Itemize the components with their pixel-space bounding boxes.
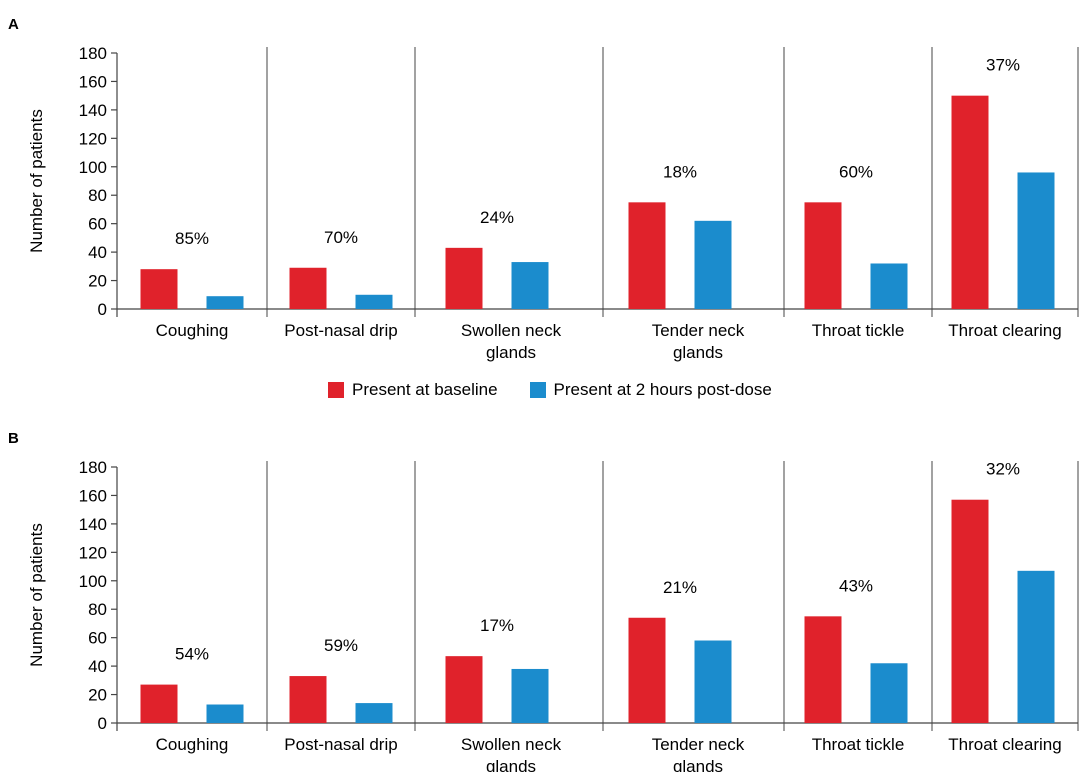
panel-b-category-label: Throat clearing [948,735,1061,754]
panel-a-percent-label: 37% [986,56,1020,75]
panel-a-category-label: glands [486,343,536,362]
panel-a-category-label: Coughing [156,321,229,340]
panel-a-y-tick-label: 160 [79,72,107,91]
panel-b-y-tick-label: 0 [98,714,107,733]
panel-b-bar-post-dose [694,640,732,723]
panel-a-bar-post-dose [355,294,393,309]
panel-b-category-label: Tender neck [652,735,745,754]
panel-b-y-tick-label: 40 [88,657,107,676]
panel-b-y-tick-label: 140 [79,515,107,534]
panel-b-bar-post-dose [1017,570,1055,723]
legend: Present at baseline Present at 2 hours p… [328,378,804,402]
panel-b-category-label: Post-nasal drip [284,735,397,754]
panel-a-bar-post-dose [694,220,732,309]
legend-item-post-dose: Present at 2 hours post-dose [529,380,772,400]
panel-a-bar-post-dose [1017,172,1055,309]
panel-b-bar-post-dose [355,703,393,723]
panel-b-bar-post-dose [870,663,908,723]
legend-swatch-baseline [328,382,344,398]
panel-a-y-tick-label: 80 [88,186,107,205]
panel-a-y-tick-label: 20 [88,272,107,291]
panel-a-category-label: glands [673,343,723,362]
panel-a-bar-baseline [140,269,178,309]
panel-a-bar-baseline [804,202,842,309]
panel-a-label: A [8,16,19,33]
panel-a-bar-baseline [289,267,327,309]
panel-b-percent-label: 59% [324,636,358,655]
panel-a-bar-baseline [628,202,666,309]
panel-b-bar-baseline [445,656,483,723]
legend-label-post-dose: Present at 2 hours post-dose [553,380,772,399]
panel-a-category-label: Post-nasal drip [284,321,397,340]
panel-b-y-tick-label: 80 [88,600,107,619]
panel-b-category-label: glands [486,757,536,772]
panel-a-bar-baseline [445,247,483,309]
panel-a-y-tick-label: 180 [79,44,107,63]
panel-a-y-tick-label: 100 [79,158,107,177]
panel-b-percent-label: 32% [986,460,1020,479]
panel-b-percent-label: 43% [839,576,873,595]
panel-a-bar-post-dose [206,296,244,309]
panel-b-category-label: Coughing [156,735,229,754]
panel-b-category-label: glands [673,757,723,772]
panel-a-percent-label: 18% [663,162,697,181]
panel-b-percent-label: 17% [480,616,514,635]
panel-a-bar-post-dose [870,263,908,309]
panel-b-y-tick-label: 20 [88,686,107,705]
panel-b-bar-baseline [951,499,989,723]
legend-label-baseline: Present at baseline [352,380,498,399]
panel-b-bar-post-dose [511,668,549,723]
panel-a-bar-post-dose [511,262,549,309]
panel-b-y-tick-label: 60 [88,629,107,648]
panel-a-percent-label: 70% [324,228,358,247]
panel-b-y-tick-label: 120 [79,543,107,562]
panel-a-y-tick-label: 60 [88,215,107,234]
panel-b-category-label: Throat tickle [812,735,905,754]
panel-b-bar-baseline [289,676,327,723]
panel-b-bar-baseline [804,616,842,723]
panel-b-label: B [8,430,19,447]
panel-b-y-axis-label: Number of patients [27,523,46,667]
panel-a-percent-label: 85% [175,229,209,248]
panel-a-category-label: Throat tickle [812,321,905,340]
panel-b-percent-label: 54% [175,645,209,664]
panel-a-category-label: Tender neck [652,321,745,340]
panel-a-y-axis-label: Number of patients [27,109,46,253]
panel-a-category-label: Throat clearing [948,321,1061,340]
panel-b-bar-baseline [140,684,178,723]
panel-a-percent-label: 24% [480,208,514,227]
panel-a-category-label: Swollen neck [461,321,562,340]
panel-b-y-tick-label: 100 [79,572,107,591]
panel-a-percent-label: 60% [839,162,873,181]
legend-item-baseline: Present at baseline [328,380,498,400]
panel-b-category-label: Swollen neck [461,735,562,754]
legend-swatch-post-dose [529,382,546,398]
panel-a-y-tick-label: 120 [79,129,107,148]
panel-b-y-tick-label: 160 [79,486,107,505]
panel-b-y-tick-label: 180 [79,458,107,477]
panel-a-y-tick-label: 0 [98,300,107,319]
panel-a-y-tick-label: 140 [79,101,107,120]
panel-b-bar-post-dose [206,704,244,723]
panel-b-bar-baseline [628,617,666,723]
panel-b-percent-label: 21% [663,578,697,597]
panel-a-bar-baseline [951,95,989,310]
panel-a-y-tick-label: 40 [88,243,107,262]
